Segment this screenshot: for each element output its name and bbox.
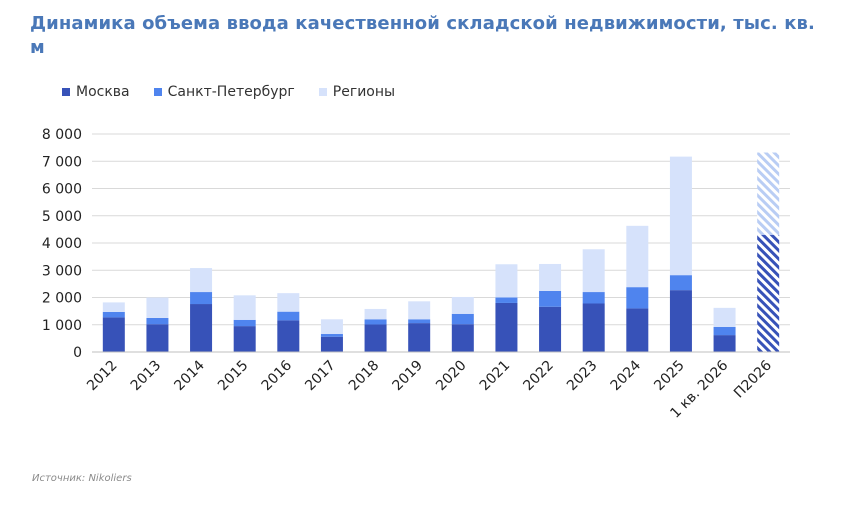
bar-1-кв-2026-series-2 xyxy=(713,307,736,327)
legend-swatch-moscow xyxy=(62,88,70,96)
bar-2018-series-1 xyxy=(364,319,387,325)
bar-2012-series-2 xyxy=(102,302,125,312)
bar-2012-series-1 xyxy=(102,311,125,318)
bar-2022-series-1 xyxy=(539,290,562,307)
bar-2019-series-0 xyxy=(408,323,431,352)
bar-2015-series-0 xyxy=(233,326,256,352)
x-tick-label-2014: 2014 xyxy=(171,357,208,394)
x-tick-label-2016: 2016 xyxy=(259,357,296,394)
bar-2014-series-2 xyxy=(190,268,213,293)
y-tick-label-3000: 3 000 xyxy=(42,263,82,279)
y-tick-label-0: 0 xyxy=(73,345,82,361)
legend-swatch-regions xyxy=(318,88,327,96)
x-tick-label-2020: 2020 xyxy=(433,358,470,395)
x-tick-label-2021: 2021 xyxy=(477,358,514,395)
bar-п2026-series-2 xyxy=(757,152,780,235)
bar-2023-series-0 xyxy=(582,303,605,352)
bar-2016-series-1 xyxy=(277,311,300,321)
bar-2017-series-0 xyxy=(320,336,343,352)
x-tick-label-2024: 2024 xyxy=(608,357,645,394)
bar-п2026-series-0 xyxy=(757,234,780,352)
bar-2020-series-0 xyxy=(451,324,474,352)
legend-label-spb: Санкт-Петербург xyxy=(167,84,295,100)
y-tick-label-8000: 8 000 xyxy=(42,127,82,143)
bar-2024-series-1 xyxy=(626,287,649,309)
bar-1-кв-2026-series-1 xyxy=(713,326,736,336)
bar-2021-series-2 xyxy=(495,264,518,298)
x-tick-label-2019: 2019 xyxy=(390,358,427,395)
bar-2025-series-0 xyxy=(669,290,692,352)
bar-2018-series-0 xyxy=(364,324,387,352)
bar-2013-series-1 xyxy=(146,317,169,325)
bar-2023-series-2 xyxy=(582,249,605,293)
legend: Москва Санкт-Петербург Регионы xyxy=(62,84,395,100)
x-tick-label-2013: 2013 xyxy=(128,358,165,395)
bar-2014-series-0 xyxy=(190,304,213,352)
legend-label-moscow: Москва xyxy=(76,84,130,100)
x-tick-label-2018: 2018 xyxy=(346,358,383,395)
bar-2021-series-0 xyxy=(495,302,518,352)
bar-2017-series-1 xyxy=(320,334,343,337)
bar-2020-series-1 xyxy=(451,313,474,325)
bar-2014-series-1 xyxy=(190,292,213,305)
legend-item-spb: Санкт-Петербург xyxy=(153,84,295,100)
chart-title: Динамика объема ввода качественной склад… xyxy=(30,13,815,58)
y-tick-label-7000: 7 000 xyxy=(42,154,82,170)
y-tick-label-4000: 4 000 xyxy=(42,236,82,252)
bar-2020-series-2 xyxy=(451,296,474,314)
legend-item-regions: Регионы xyxy=(318,84,396,100)
bar-2022-series-0 xyxy=(539,306,562,352)
legend-item-moscow: Москва xyxy=(62,84,130,100)
bar-2018-series-2 xyxy=(364,308,387,320)
bar-2012-series-0 xyxy=(102,317,125,352)
y-tick-label-1000: 1 000 xyxy=(42,318,82,334)
x-tick-label-2015: 2015 xyxy=(215,358,252,395)
bar-2024-series-2 xyxy=(626,225,649,288)
bar-2025-series-2 xyxy=(669,156,692,276)
bar-2024-series-0 xyxy=(626,308,649,352)
bar-2013-series-0 xyxy=(146,324,169,352)
bar-2022-series-2 xyxy=(539,263,562,291)
bar-2019-series-2 xyxy=(408,301,431,320)
bar-2017-series-2 xyxy=(320,319,343,335)
y-tick-label-6000: 6 000 xyxy=(42,182,82,198)
bar-2015-series-1 xyxy=(233,319,256,327)
bar-2013-series-2 xyxy=(146,297,169,318)
x-tick-label-2012: 2012 xyxy=(84,358,121,395)
bar-2016-series-0 xyxy=(277,320,300,352)
bar-2021-series-1 xyxy=(495,297,518,303)
y-tick-label-2000: 2 000 xyxy=(42,291,82,307)
bar-2023-series-1 xyxy=(582,292,605,304)
bar-2019-series-1 xyxy=(408,319,431,324)
bar-1-кв-2026-series-0 xyxy=(713,335,736,352)
legend-swatch-spb xyxy=(153,88,162,96)
x-tick-label-2017: 2017 xyxy=(302,358,339,395)
bar-2016-series-2 xyxy=(277,293,300,312)
source-note: Источник: Nikoliers xyxy=(32,473,132,484)
y-tick-label-5000: 5 000 xyxy=(42,209,82,225)
x-tick-label-2023: 2023 xyxy=(564,358,601,395)
bar-2025-series-1 xyxy=(669,275,692,291)
legend-label-regions: Регионы xyxy=(332,84,396,100)
x-tick-label-2022: 2022 xyxy=(520,358,557,395)
bar-2015-series-2 xyxy=(233,295,256,320)
x-tick-label-п2026: П2026 xyxy=(731,357,775,401)
x-tick-label-2025: 2025 xyxy=(651,358,688,395)
